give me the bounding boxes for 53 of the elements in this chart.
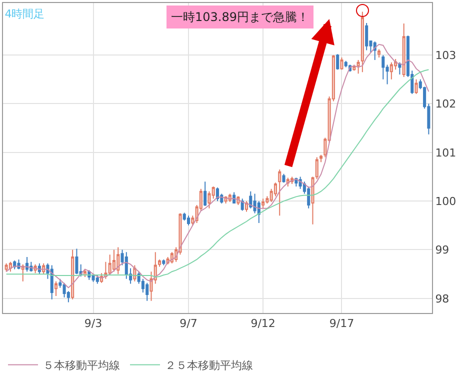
- candlestick: [340, 57, 344, 70]
- candlestick: [377, 48, 381, 58]
- candlestick: [182, 212, 186, 222]
- x-tick-label: 9/3: [84, 317, 102, 330]
- candlestick: [204, 181, 207, 206]
- x-tick-label: 9/7: [180, 317, 198, 330]
- candlestick: [365, 22, 368, 51]
- candlestick: [311, 176, 314, 225]
- candlestick: [96, 274, 99, 284]
- candlestick: [356, 59, 360, 74]
- candlestick: [170, 252, 174, 264]
- candlestick: [208, 190, 211, 209]
- legend-label: ５本移動平均線: [43, 358, 120, 372]
- candlestick: [146, 282, 149, 302]
- candlestick: [414, 78, 418, 94]
- candlestick: [92, 274, 95, 282]
- candlestick: [360, 11, 364, 73]
- chart-title: 4時間足: [4, 7, 45, 20]
- y-tick-label: 99: [435, 244, 450, 257]
- candlestick: [112, 249, 116, 272]
- candlestick: [249, 190, 252, 209]
- candlestick: [71, 249, 74, 300]
- y-tick-label: 103: [435, 48, 456, 62]
- candlestick: [8, 261, 12, 272]
- y-tick-label: 102: [435, 98, 456, 111]
- candlestick: [158, 258, 162, 268]
- candlestick: [54, 280, 58, 296]
- candlestick: [75, 248, 78, 275]
- candlestick: [390, 62, 393, 80]
- candlestick: [232, 192, 236, 204]
- legend-label: ２５本移動平均線: [165, 358, 253, 372]
- y-tick-label: 98: [435, 292, 450, 306]
- candlestick: [315, 156, 318, 180]
- candlestick: [4, 262, 8, 272]
- y-tick-label: 101: [435, 146, 456, 160]
- candlestick: [50, 264, 54, 300]
- y-tick-label: 100: [435, 194, 456, 208]
- candlestick: [402, 22, 406, 78]
- x-tick-label: 9/12: [250, 317, 276, 330]
- candlestick: [187, 215, 190, 226]
- candlestick: [336, 54, 340, 70]
- candlestick: [398, 62, 402, 76]
- candlestick: [262, 198, 265, 209]
- candlestick: [307, 186, 310, 209]
- candlestick: [282, 173, 286, 184]
- candlestick: [116, 246, 120, 275]
- candlestick: [278, 168, 282, 216]
- x-tick-label: 9/17: [329, 317, 354, 330]
- annotation: 一時103.89円まで急騰！: [171, 10, 309, 24]
- candlestick: [344, 60, 348, 68]
- candlestick: [21, 264, 24, 282]
- candlestick: [162, 258, 166, 266]
- candlestick: [320, 154, 323, 163]
